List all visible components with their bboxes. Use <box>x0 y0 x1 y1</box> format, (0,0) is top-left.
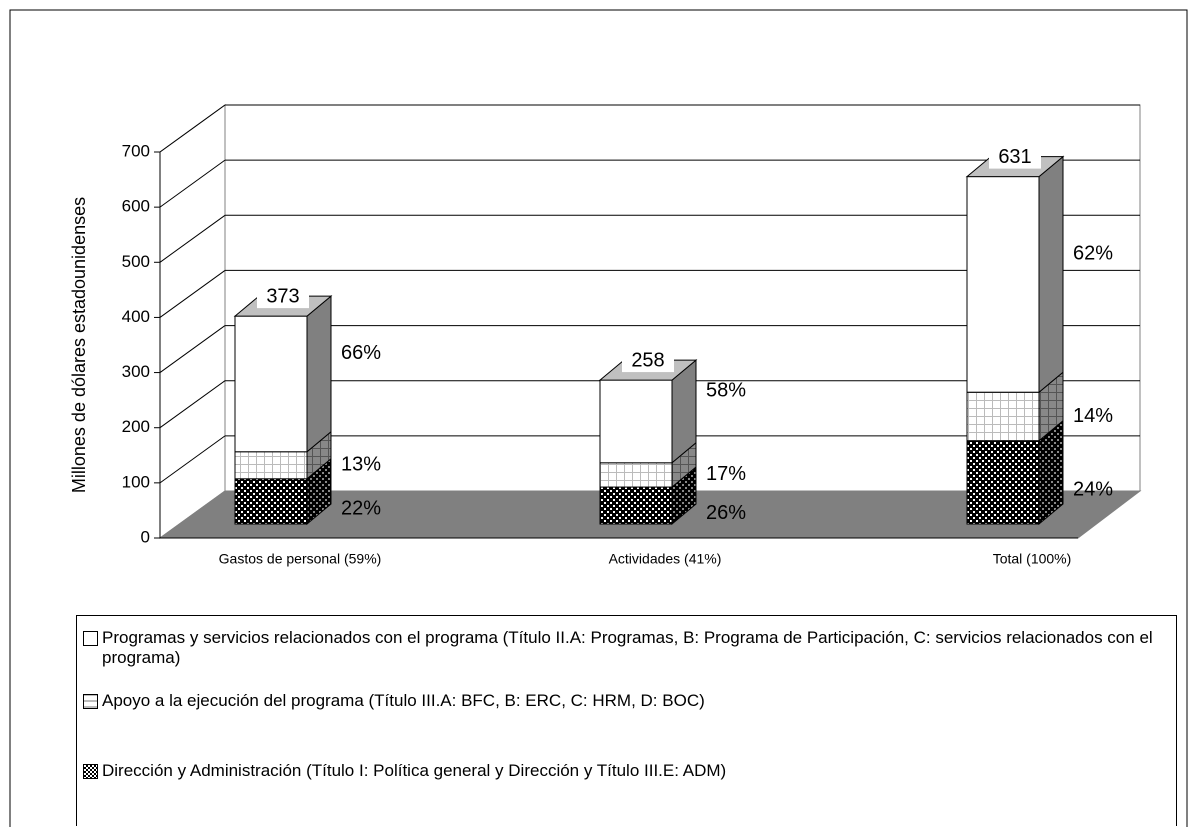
x-tick-label: Gastos de personal (59%) <box>219 551 382 567</box>
data-label: 26% <box>706 502 746 524</box>
grid-line <box>159 270 226 318</box>
bar-segment <box>966 391 1040 442</box>
grid-line <box>159 325 226 373</box>
total-label-bg <box>257 286 309 309</box>
side-wall <box>159 104 226 539</box>
data-label: 62% <box>1073 243 1113 265</box>
y-tick-label: 600 <box>122 197 150 216</box>
legend-text: Programas y servicios relacionados con e… <box>102 628 1153 667</box>
total-label-bg <box>989 146 1041 169</box>
y-tick-label: 200 <box>122 417 150 436</box>
legend-text: Dirección y Administración (Título I: Po… <box>102 761 727 780</box>
bar-segment <box>234 451 308 480</box>
bar-segment <box>599 486 673 525</box>
bar-side <box>1038 155 1064 394</box>
grid-line <box>159 104 226 153</box>
grid-line <box>159 435 226 484</box>
bar-segment <box>966 440 1040 525</box>
y-tick-label: 300 <box>122 362 150 381</box>
data-label: 58% <box>706 380 746 402</box>
data-label: 24% <box>1073 479 1113 501</box>
bar-segment <box>966 176 1040 393</box>
x-tick-label: Total (100%) <box>993 551 1072 567</box>
frame <box>9 9 1188 827</box>
data-label: 17% <box>706 463 746 485</box>
total-label-bg <box>622 350 674 373</box>
y-tick-label: 700 <box>122 141 150 160</box>
bar-side <box>306 295 332 453</box>
y-tick-label: 400 <box>122 307 150 326</box>
data-label: 14% <box>1073 405 1113 427</box>
y-axis-label: Millones de dólares estadounidenses <box>69 197 89 493</box>
bar-segment <box>234 315 308 453</box>
total-label: 258 <box>631 349 664 371</box>
total-label: 373 <box>266 285 299 307</box>
legend-swatch <box>83 764 98 779</box>
y-tick-label: 0 <box>141 527 150 546</box>
bar-segment <box>599 379 673 464</box>
total-label: 631 <box>998 146 1031 168</box>
data-label: 22% <box>341 498 381 520</box>
bar-segment <box>234 478 308 525</box>
grid-line <box>159 214 226 263</box>
y-tick-label: 100 <box>122 472 150 491</box>
bar-segment <box>599 462 673 488</box>
legend-entry: Dirección y Administración (Título I: Po… <box>83 761 1163 781</box>
grid-line <box>159 380 226 429</box>
data-label: 66% <box>341 342 381 364</box>
legend-entry: Programas y servicios relacionados con e… <box>83 628 1163 668</box>
legend: Dirección y Administración (Título I: Po… <box>76 615 1177 826</box>
legend-entry: Apoyo a la ejecución del programa (Títul… <box>83 691 1163 711</box>
x-tick-label: Actividades (41%) <box>609 551 722 567</box>
legend-text: Apoyo a la ejecución del programa (Títul… <box>102 691 705 710</box>
grid-line <box>159 159 226 208</box>
legend-swatch <box>83 631 98 646</box>
legend-swatch <box>83 694 98 709</box>
y-tick-label: 500 <box>122 252 150 271</box>
data-label: 13% <box>341 454 381 476</box>
